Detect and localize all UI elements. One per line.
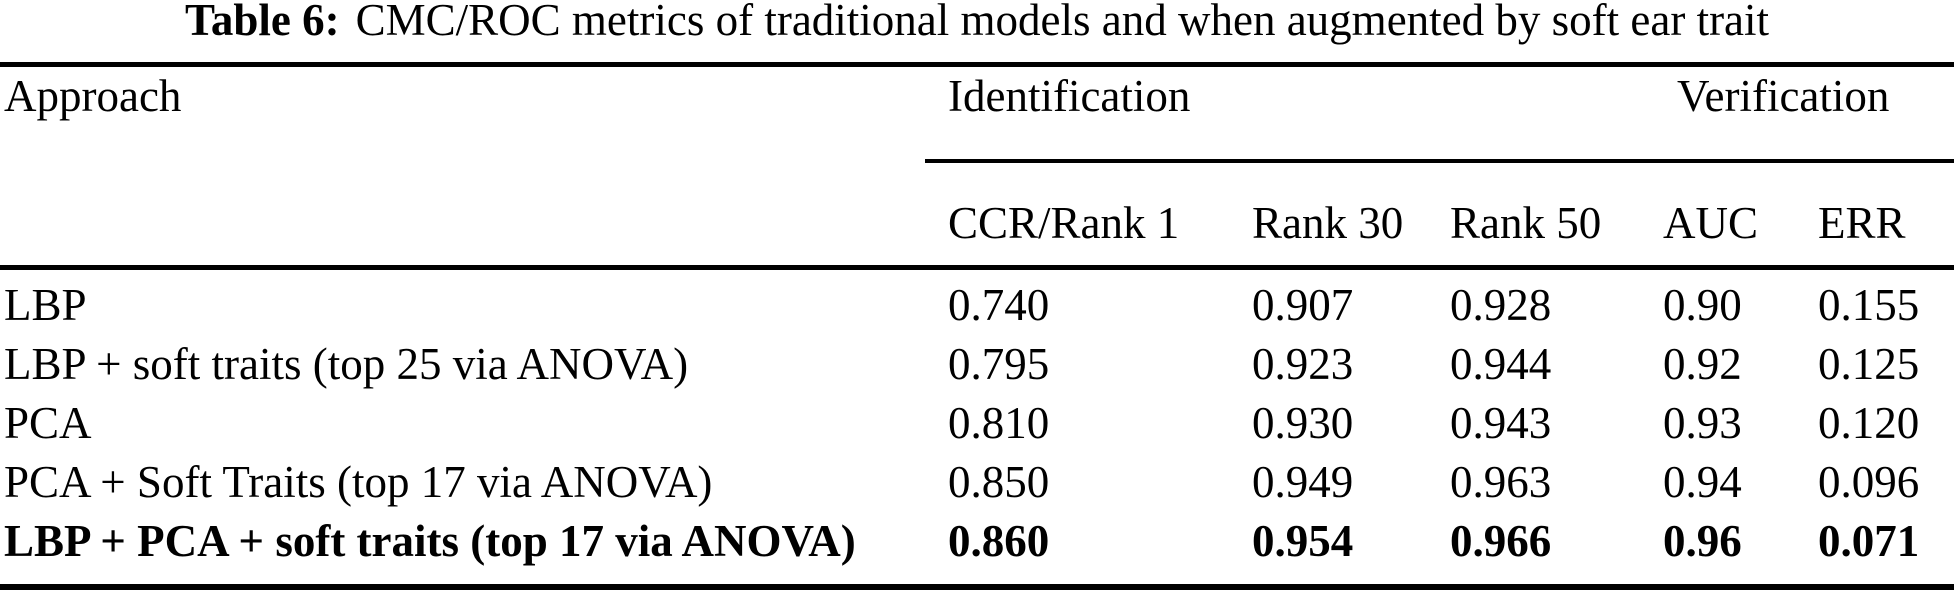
cell-ccr-rank1: 0.810	[948, 398, 1050, 448]
row-label: LBP + PCA + soft traits (top 17 via ANOV…	[4, 516, 856, 566]
cell-ccr-rank1: 0.860	[948, 516, 1050, 566]
cell-err: 0.096	[1818, 457, 1920, 507]
cell-rank50: 0.928	[1450, 280, 1552, 330]
column-header-approach: Approach	[4, 71, 182, 121]
cell-rank30: 0.954	[1252, 516, 1354, 566]
cell-ccr-rank1: 0.850	[948, 457, 1050, 507]
rule-under-group-headers	[925, 159, 1954, 163]
rule-top	[0, 62, 1954, 67]
column-header-auc: AUC	[1663, 198, 1759, 248]
cell-auc: 0.92	[1663, 339, 1742, 389]
cell-ccr-rank1: 0.740	[948, 280, 1050, 330]
cell-rank30: 0.949	[1252, 457, 1354, 507]
cell-err: 0.155	[1818, 280, 1920, 330]
group-header-verification: Verification	[1677, 71, 1890, 121]
cell-rank30: 0.930	[1252, 398, 1354, 448]
cell-auc: 0.96	[1663, 516, 1742, 566]
row-label: LBP + soft traits (top 25 via ANOVA)	[4, 339, 689, 389]
cell-rank30: 0.907	[1252, 280, 1354, 330]
column-header-rank30: Rank 30	[1252, 198, 1404, 248]
cell-rank50: 0.966	[1450, 516, 1552, 566]
table-caption: Table 6: CMC/ROC metrics of traditional m…	[0, 0, 1954, 43]
cell-err: 0.125	[1818, 339, 1920, 389]
cell-auc: 0.93	[1663, 398, 1742, 448]
cell-rank50: 0.963	[1450, 457, 1552, 507]
row-label: PCA + Soft Traits (top 17 via ANOVA)	[4, 457, 713, 507]
cell-err: 0.071	[1818, 516, 1920, 566]
row-label: PCA	[4, 398, 92, 448]
cell-err: 0.120	[1818, 398, 1920, 448]
table-caption-text: CMC/ROC metrics of traditional models an…	[355, 0, 1770, 45]
cell-rank50: 0.943	[1450, 398, 1552, 448]
cell-ccr-rank1: 0.795	[948, 339, 1050, 389]
cell-rank30: 0.923	[1252, 339, 1354, 389]
group-header-identification: Identification	[948, 71, 1191, 121]
cell-auc: 0.90	[1663, 280, 1742, 330]
column-header-rank50: Rank 50	[1450, 198, 1602, 248]
cell-rank50: 0.944	[1450, 339, 1552, 389]
column-header-ccr-rank1: CCR/Rank 1	[948, 198, 1180, 248]
column-header-err: ERR	[1818, 198, 1906, 248]
table-caption-number: Table 6:	[184, 0, 340, 45]
cell-auc: 0.94	[1663, 457, 1742, 507]
rule-under-column-headers	[0, 265, 1954, 270]
row-label: LBP	[4, 280, 87, 330]
rule-bottom	[0, 584, 1954, 590]
